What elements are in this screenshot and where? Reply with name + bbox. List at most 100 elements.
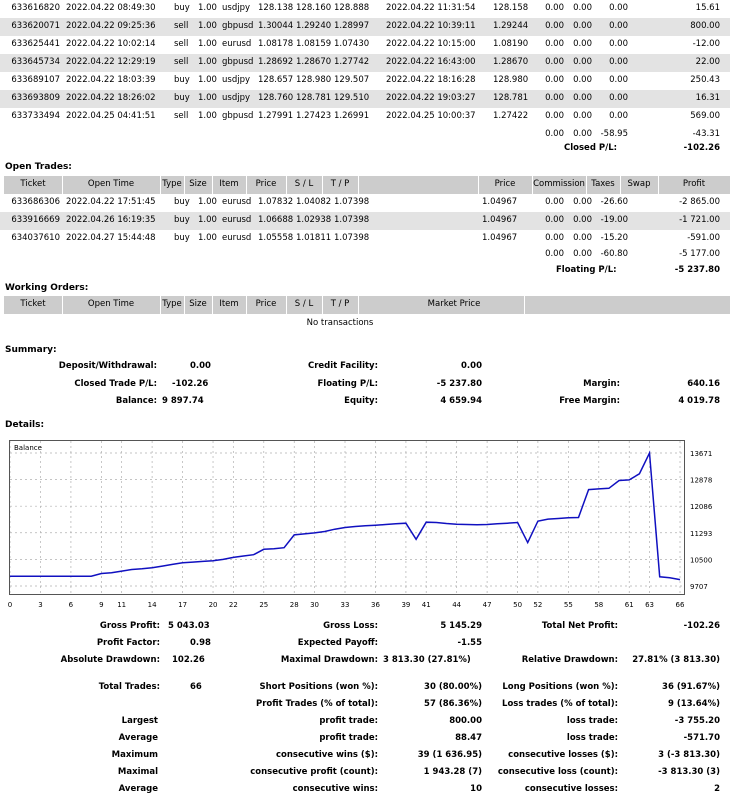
x-tick-label: 41 <box>422 601 431 609</box>
cell-size: 1.00 <box>198 3 217 13</box>
open-header-cell: Ticket <box>20 179 46 189</box>
cell-sl: 128.160 <box>296 3 332 13</box>
x-tick-label: 22 <box>229 601 238 609</box>
gross-profit-label: Gross Profit: <box>99 621 160 631</box>
y-tick-label: 9707 <box>690 583 708 591</box>
cell-ticket: 633645734 <box>11 57 60 67</box>
header-divider <box>358 176 359 194</box>
cell-taxes: 0.00 <box>573 39 592 49</box>
cell-profit: 15.61 <box>695 3 720 13</box>
cell-tp: 1.27742 <box>334 57 370 67</box>
x-tick-label: 6 <box>69 601 74 609</box>
average-loss-label: loss trade: <box>566 733 618 743</box>
largest-profit-value: 800.00 <box>449 716 482 726</box>
cell-item: gbpusd <box>222 57 254 67</box>
working-header-cell: Type <box>162 299 182 309</box>
open-cell: 1.04967 <box>482 197 518 207</box>
header-divider <box>184 176 185 194</box>
open-cell: 0.00 <box>545 197 564 207</box>
cell-close-time: 2022.04.22 10:15:00 <box>386 39 476 49</box>
cell-close-price: 128.158 <box>493 3 529 13</box>
balance-label: Balance: <box>115 396 157 406</box>
open-header-cell: Type <box>162 179 182 189</box>
working-header-cell: S / L <box>294 299 314 309</box>
header-divider <box>212 296 213 314</box>
average-profit-label: profit trade: <box>319 733 378 743</box>
open-cell: 1.00 <box>198 233 217 243</box>
expected-payoff-label: Expected Payoff: <box>297 638 378 648</box>
margin-label: Margin: <box>583 379 620 389</box>
cell-price: 128.657 <box>258 75 294 85</box>
cell-size: 1.00 <box>198 75 217 85</box>
header-divider <box>658 176 659 194</box>
average-profit-value: 88.47 <box>455 733 482 743</box>
long-positions-value: 36 (91.67%) <box>662 682 720 692</box>
header-divider <box>184 296 185 314</box>
open-cell: 1.04082 <box>296 197 332 207</box>
max-cons-losses-value: 3 (-3 813.30) <box>658 750 720 760</box>
table-row: 633693809 2022.04.22 18:26:02 buy 1.00 usdjp… <box>0 90 730 108</box>
avg-cons-losses-label: consecutive losses: <box>524 784 618 794</box>
cell-swap: 0.00 <box>609 93 628 103</box>
open-header-cell: T / P <box>330 179 350 189</box>
open-cell: 0.00 <box>545 233 564 243</box>
x-tick-label: 52 <box>533 601 542 609</box>
deposit-label: Deposit/Withdrawal: <box>58 361 157 371</box>
open-cell: -1 721.00 <box>679 215 720 225</box>
cell-close-time: 2022.04.22 19:03:27 <box>386 93 476 103</box>
balance-line <box>10 450 681 581</box>
header-divider <box>62 176 63 194</box>
cell-open-time: 2022.04.22 18:03:39 <box>66 75 156 85</box>
details-title: Details: <box>5 420 45 430</box>
cell-swap: 0.00 <box>609 3 628 13</box>
cell-open-time: 2022.04.22 12:29:19 <box>66 57 156 67</box>
equity-value: 4 659.94 <box>440 396 482 406</box>
max-cons-wins-label: consecutive wins ($): <box>275 750 378 760</box>
x-tick-label: 44 <box>452 601 461 609</box>
cell-tp: 129.507 <box>334 75 370 85</box>
open-cell: eurusd <box>222 197 252 207</box>
working-header-cell: Market Price <box>427 299 481 309</box>
open-trades-header: Ticket Open Time Type Size Item Price S / L T /… <box>4 176 730 194</box>
y-tick-label: 12086 <box>690 503 713 511</box>
cell-close-time: 2022.04.22 10:39:11 <box>386 21 476 31</box>
open-cell: -591.00 <box>687 233 720 243</box>
max-cons-wins-value: 39 (1 636.95) <box>417 750 482 760</box>
floating-pl-label: Floating P/L: <box>556 265 617 275</box>
header-divider <box>478 176 479 194</box>
x-tick-label: 14 <box>148 601 157 609</box>
table-row: 633916669 2022.04.26 16:19:35 buy 1.00 eurus… <box>0 212 730 230</box>
absolute-drawdown-label: Absolute Drawdown: <box>60 655 160 665</box>
cell-sl: 128.781 <box>296 93 332 103</box>
gross-loss-label: Gross Loss: <box>323 621 378 631</box>
open-cell: buy <box>174 215 190 225</box>
x-tick-label: 36 <box>371 601 380 609</box>
cell-swap: 0.00 <box>609 21 628 31</box>
cell-open-time: 2022.04.25 04:41:51 <box>66 111 156 121</box>
cell-item: usdjpy <box>222 75 250 85</box>
x-tick-label: 55 <box>564 601 573 609</box>
cell-taxes: 0.00 <box>573 3 592 13</box>
largest-loss-label: loss trade: <box>566 716 618 726</box>
open-cell: 2022.04.22 17:51:45 <box>66 197 156 207</box>
open-cell: 1.00 <box>198 215 217 225</box>
total-taxes: 0.00 <box>573 129 592 139</box>
cell-close-price: 1.08190 <box>493 39 529 49</box>
largest-profit-label: profit trade: <box>319 716 378 726</box>
cell-item: usdjpy <box>222 3 250 13</box>
chart-legend: Balance <box>14 444 42 452</box>
profit-factor-value: 0.98 <box>190 638 211 648</box>
x-tick-label: 39 <box>401 601 410 609</box>
cell-type: sell <box>174 21 189 31</box>
cell-ticket: 633616820 <box>11 3 60 13</box>
open-header-cell: Profit <box>682 179 706 189</box>
total-profit: -43.31 <box>692 129 720 139</box>
open-cell: 634037610 <box>11 233 60 243</box>
open-cell: 1.07398 <box>334 197 370 207</box>
open-cell: 1.02938 <box>296 215 332 225</box>
no-transactions: No transactions <box>306 318 374 328</box>
header-divider <box>160 296 161 314</box>
open-total-swap: -60.80 <box>600 249 628 259</box>
cell-swap: 0.00 <box>609 57 628 67</box>
